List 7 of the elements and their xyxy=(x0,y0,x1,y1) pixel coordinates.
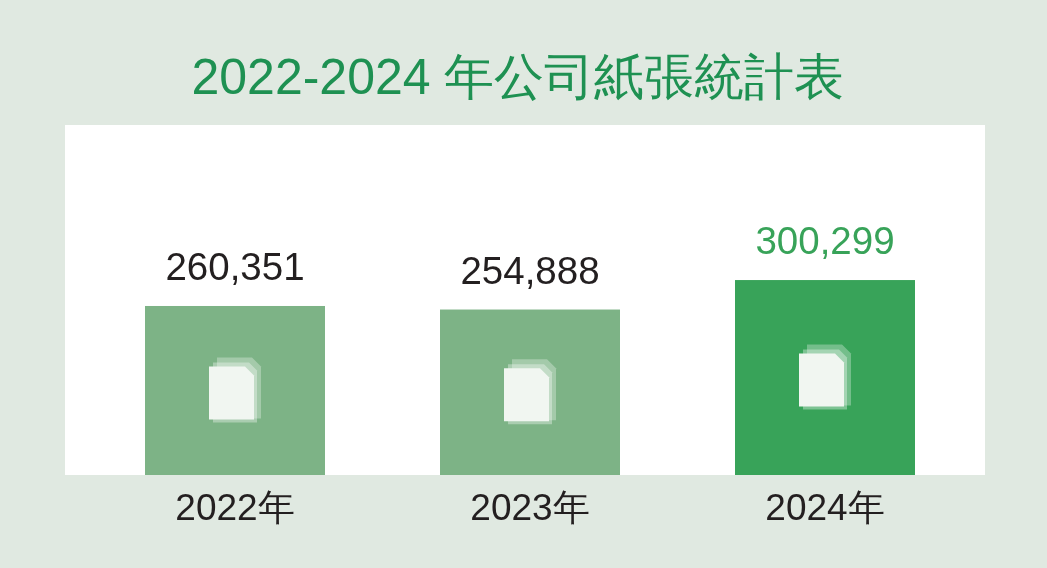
data-label: 260,351 xyxy=(165,245,305,288)
title: 2022-2024 年公司紙張統計表 xyxy=(191,49,845,105)
category: 2023年 xyxy=(470,487,590,528)
data-label: 300,299 xyxy=(755,219,895,263)
data-label: 254,888 xyxy=(460,248,600,292)
category: 2024年 xyxy=(765,487,885,528)
category: 2022年 xyxy=(175,487,295,528)
